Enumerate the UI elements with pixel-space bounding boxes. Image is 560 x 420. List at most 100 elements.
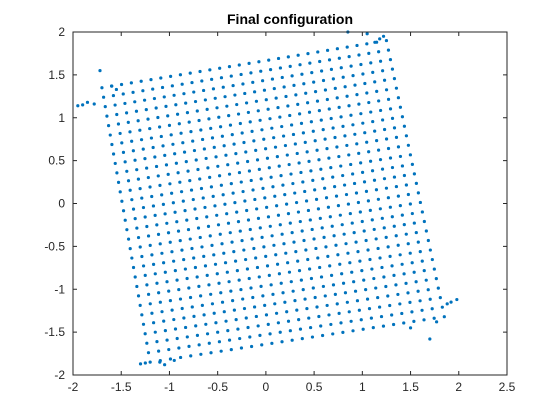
data-point [81,103,85,107]
data-point [402,173,407,178]
data-point [345,300,349,304]
data-point [274,311,279,315]
data-point [349,319,353,323]
x-tick-label: 2.5 [499,380,516,394]
data-point [414,230,418,235]
data-point [398,204,402,208]
data-point [141,147,145,151]
data-point [320,69,324,73]
data-point [288,64,292,68]
data-point [242,306,247,311]
data-point [262,88,267,92]
data-point [355,299,360,303]
data-point [195,333,200,337]
data-point [358,259,362,263]
data-point [295,151,299,156]
data-point [267,273,271,277]
data-point [264,147,268,151]
data-point [333,86,337,90]
data-point [420,308,424,312]
data-point [335,145,339,149]
data-point [102,95,106,99]
data-point [384,137,389,141]
data-point [222,144,226,148]
data-point [408,153,412,157]
data-point [314,246,318,251]
data-point [240,131,244,135]
data-point [138,303,142,307]
data-point [202,147,206,151]
data-point [346,251,350,255]
data-point [366,199,370,203]
data-point [278,330,282,334]
data-point [271,292,275,296]
data-point [287,270,292,274]
data-point [337,154,341,159]
data-point [211,87,216,91]
data-point [390,116,395,120]
data-point [197,343,201,347]
data-point [111,93,116,98]
data-point [160,310,164,314]
data-point [167,123,172,127]
data-point [121,150,126,154]
data-point [293,299,297,303]
data-point [388,205,392,209]
data-point [273,145,278,149]
data-point [333,292,337,296]
data-point [353,83,357,87]
data-point [146,292,151,296]
data-point [394,283,398,287]
data-point [160,85,165,90]
data-point [298,219,302,224]
data-point [143,332,147,336]
data-point [416,289,420,293]
data-point [270,126,274,130]
data-point [199,352,203,356]
data-point [373,40,377,44]
data-point [249,344,254,349]
data-point [365,32,369,36]
data-point [223,95,227,99]
data-point [239,346,244,350]
data-point [384,235,388,239]
data-point [279,174,283,178]
data-point [229,348,233,352]
data-point [191,139,195,143]
data-point [135,168,139,172]
data-point [296,210,301,214]
data-point [254,314,258,319]
data-point [130,198,134,202]
data-point [309,120,313,124]
data-point [426,288,430,292]
data-point [430,307,434,311]
data-point [318,265,322,270]
data-point [309,276,314,281]
data-point [233,93,237,97]
data-point [304,248,308,252]
data-point [302,82,306,86]
data-point [233,201,237,205]
data-point [412,172,416,176]
data-point [143,157,147,161]
data-point [259,69,263,73]
data-point [153,330,157,334]
data-point [335,47,339,51]
data-point [136,177,141,181]
data-point [171,142,175,146]
data-point [168,357,173,361]
data-point [193,207,197,211]
data-point [360,269,364,273]
data-point [384,186,389,190]
data-point [336,253,340,257]
data-point [325,48,330,52]
data-point [105,114,109,118]
data-point [335,302,339,306]
data-point [252,305,257,309]
data-point [324,196,329,200]
data-point [295,308,299,312]
data-point [298,112,302,116]
data-point [404,183,408,187]
data-point [170,84,174,88]
data-point [163,270,167,274]
